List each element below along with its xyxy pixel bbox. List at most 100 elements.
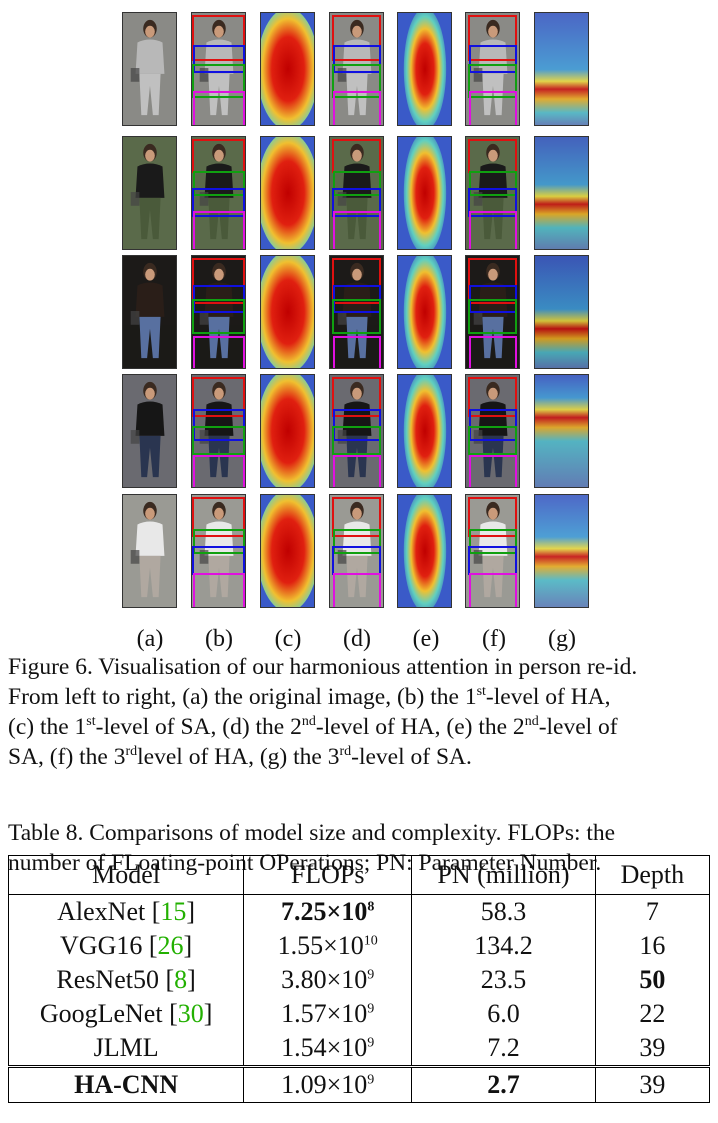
red-attention-box	[468, 139, 517, 174]
magenta-attention-box	[469, 335, 517, 368]
magenta-attention-box	[333, 335, 381, 368]
figure-cell-row4-sa-level-1	[260, 374, 315, 488]
cell-depth: 39	[639, 1033, 666, 1062]
magenta-attention-box	[333, 211, 381, 249]
figure-cell-row5-sa-level-1	[260, 494, 315, 608]
table-row: GoogLeNet [30] 1.57×109 6.0 22	[8, 997, 710, 1031]
column-label-b: (b)	[205, 626, 233, 652]
figure-cell-row4-ha-level-1	[191, 374, 246, 488]
blue-attention-box	[193, 44, 245, 74]
table-header-row: Model FLOPs PN (million) Depth	[8, 855, 710, 895]
figure-cell-row4-sa-level-3	[534, 374, 589, 488]
red-attention-box	[192, 139, 245, 174]
table-caption-line-1: Table 8. Comparisons of model size and c…	[8, 820, 616, 846]
figure-cell-row1-ha-level-1	[191, 12, 246, 126]
cell-pn: 58.3	[411, 894, 596, 929]
magenta-attention-box	[193, 90, 245, 125]
table-row: HA-CNN 1.09×109 2.7 39	[8, 1066, 710, 1103]
cell-depth: 16	[639, 931, 666, 960]
cell-depth: 50	[639, 965, 666, 994]
cell-flops: 1.57×109	[243, 997, 413, 1031]
citation-link[interactable]: 8	[174, 965, 188, 994]
green-attention-box	[192, 299, 245, 334]
red-attention-box	[332, 139, 381, 174]
green-attention-box	[192, 426, 245, 455]
magenta-attention-box	[193, 572, 245, 607]
citation-link[interactable]: 30	[177, 999, 204, 1028]
magenta-attention-box	[333, 454, 381, 487]
comparison-table: Model FLOPs PN (million) Depth AlexNet […	[8, 855, 710, 1103]
figure-caption-line-2: From left to right, (a) the original ima…	[8, 684, 611, 710]
column-label-e: (e)	[412, 626, 440, 652]
blue-attention-box	[193, 409, 245, 442]
blue-attention-box	[332, 546, 381, 575]
figure-cell-row4-ha-level-2	[329, 374, 384, 488]
green-attention-box	[468, 299, 517, 334]
figure-cell-row2-sa-level-1	[260, 136, 315, 250]
figure-cell-row2-ha-level-1	[191, 136, 246, 250]
header-depth: Depth	[620, 860, 685, 889]
green-attention-box	[333, 529, 381, 555]
cell-depth: 39	[639, 1070, 666, 1099]
cell-pn: 134.2	[411, 929, 596, 963]
citation-link[interactable]: 26	[157, 931, 184, 960]
figure-cell-row2-original	[122, 136, 177, 250]
red-attention-box	[192, 377, 245, 418]
figure-cell-row5-ha-level-2	[329, 494, 384, 608]
blue-attention-box	[333, 44, 381, 74]
red-attention-box	[192, 15, 245, 61]
figure-cell-row3-sa-level-2	[397, 255, 452, 369]
cell-model: VGG16 [26]	[8, 929, 245, 963]
green-attention-box	[193, 171, 245, 197]
green-attention-box	[469, 529, 517, 555]
magenta-attention-box	[469, 454, 517, 487]
figure-cell-row2-ha-level-3	[465, 136, 520, 250]
red-attention-box	[332, 258, 381, 304]
cell-model: JLML	[8, 1031, 245, 1067]
cell-model: AlexNet [15]	[8, 894, 245, 929]
cell-pn: 23.5	[411, 963, 596, 997]
green-attention-box	[468, 64, 517, 99]
figure-cell-row1-ha-level-2	[329, 12, 384, 126]
blue-attention-box	[469, 44, 517, 74]
blue-attention-box	[192, 188, 245, 217]
cell-depth: 22	[639, 999, 666, 1028]
figure-cell-row4-original	[122, 374, 177, 488]
figure-column-labels: (a) (b) (c) (d) (e) (f) (g)	[0, 626, 718, 656]
red-attention-box	[332, 15, 381, 61]
green-attention-box	[468, 426, 517, 455]
figure-cell-row5-ha-level-1	[191, 494, 246, 608]
figure-cell-row2-ha-level-2	[329, 136, 384, 250]
magenta-attention-box	[333, 90, 381, 125]
figure-cell-row5-sa-level-2	[397, 494, 452, 608]
blue-attention-box	[469, 284, 517, 313]
figure-cell-row4-sa-level-2	[397, 374, 452, 488]
figure-cell-row1-original	[122, 12, 177, 126]
blue-attention-box	[193, 284, 245, 313]
citation-link[interactable]: 15	[160, 897, 187, 926]
figure-cell-row3-ha-level-3	[465, 255, 520, 369]
blue-attention-box	[333, 284, 381, 313]
cell-depth: 7	[645, 897, 659, 926]
cell-pn: 6.0	[411, 997, 596, 1031]
blue-attention-box	[468, 188, 517, 217]
green-attention-box	[333, 171, 381, 197]
green-attention-box	[332, 299, 381, 334]
magenta-attention-box	[193, 211, 245, 249]
figure-cell-row5-original	[122, 494, 177, 608]
column-label-d: (d)	[343, 626, 371, 652]
green-attention-box	[332, 64, 381, 99]
blue-attention-box	[469, 409, 517, 442]
red-attention-box	[192, 497, 245, 538]
cell-model: HA-CNN	[8, 1066, 245, 1103]
red-attention-box	[468, 258, 517, 304]
cell-model: GoogLeNet [30]	[8, 997, 245, 1031]
column-label-g: (g)	[548, 626, 576, 652]
cell-flops: 1.55×1010	[243, 929, 413, 963]
cell-flops: 1.54×109	[243, 1031, 413, 1067]
figure-cell-row5-ha-level-3	[465, 494, 520, 608]
figure-caption-line-3: (c) the 1st-level of SA, (d) the 2nd-lev…	[8, 714, 618, 740]
blue-attention-box	[192, 546, 245, 575]
figure-cell-row1-sa-level-3	[534, 12, 589, 126]
figure-cell-row1-ha-level-3	[465, 12, 520, 126]
